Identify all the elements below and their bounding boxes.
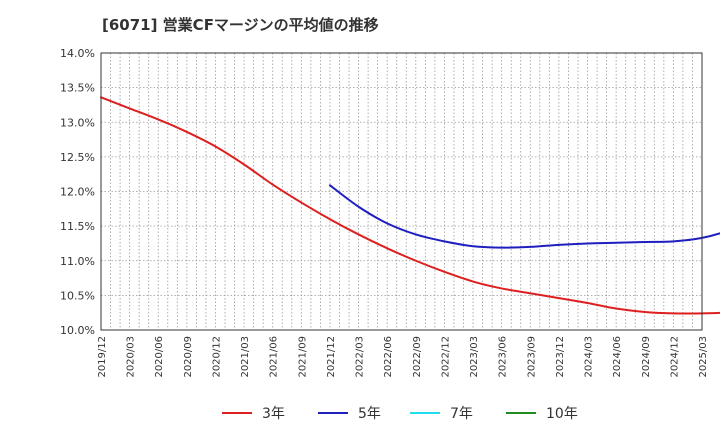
x-tick-label: 2024/09 <box>641 336 652 378</box>
x-tick-label: 2024/12 <box>669 336 680 378</box>
y-tick-label: 13.5% <box>60 82 95 95</box>
x-tick-label: 2025/03 <box>698 336 709 378</box>
x-tick-label: 2022/12 <box>440 336 451 378</box>
y-tick-label: 10.0% <box>60 324 95 337</box>
legend-label-1: 5年 <box>358 406 381 422</box>
legend-label-3: 10年 <box>546 406 578 422</box>
x-tick-label: 2021/06 <box>269 336 280 378</box>
y-tick-label: 10.5% <box>60 289 95 302</box>
chart-title: [6071] 営業CFマージンの平均値の推移 <box>102 16 379 34</box>
y-tick-label: 11.5% <box>60 220 95 233</box>
x-tick-label: 2019/12 <box>97 336 108 378</box>
y-tick-label: 13.0% <box>60 116 95 129</box>
x-axis-ticks: 2019/12 2020/03 2020/06 2020/09 2020/12 2021/… <box>97 336 709 378</box>
series-line-0 <box>100 96 720 315</box>
y-tick-label: 14.0% <box>60 47 95 60</box>
series-line-1 <box>328 184 720 249</box>
x-tick-label: 2023/06 <box>498 336 509 378</box>
x-tick-label: 2021/09 <box>297 336 308 378</box>
axes <box>100 52 703 331</box>
x-tick-label: 2021/03 <box>240 336 251 378</box>
legend-label-0: 3年 <box>262 406 285 422</box>
x-tick-label: 2024/03 <box>584 336 595 378</box>
plot-area <box>101 53 702 330</box>
x-tick-label: 2023/03 <box>469 336 480 378</box>
x-tick-label: 2020/03 <box>126 336 137 378</box>
x-tick-label: 2022/06 <box>383 336 394 378</box>
x-tick-label: 2022/03 <box>355 336 366 378</box>
y-axis-ticks: 10.0% 10.5% 11.0% 11.5% 12.0% 12.5% 13.0% 13.5%… <box>60 47 95 337</box>
grid <box>100 52 703 331</box>
legend: 3年 5年 7年 10年 <box>222 406 578 422</box>
x-tick-label: 2020/12 <box>211 336 222 378</box>
y-tick-label: 12.5% <box>60 151 95 164</box>
x-tick-label: 2021/12 <box>326 336 337 378</box>
y-tick-label: 12.0% <box>60 186 95 199</box>
series-lines <box>100 96 720 315</box>
x-tick-label: 2023/09 <box>526 336 537 378</box>
x-tick-label: 2023/12 <box>555 336 566 378</box>
x-tick-label: 2020/09 <box>183 336 194 378</box>
x-tick-label: 2022/09 <box>412 336 423 378</box>
legend-label-2: 7年 <box>450 406 473 422</box>
y-tick-label: 11.0% <box>60 255 95 268</box>
plot-frame <box>100 52 703 331</box>
x-tick-label: 2020/06 <box>154 336 165 378</box>
x-tick-label: 2024/06 <box>612 336 623 378</box>
